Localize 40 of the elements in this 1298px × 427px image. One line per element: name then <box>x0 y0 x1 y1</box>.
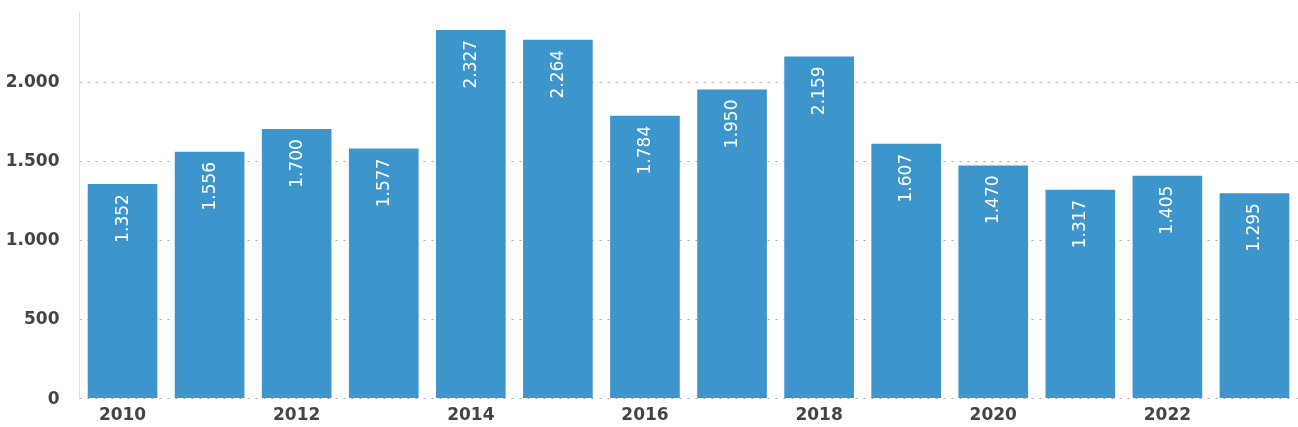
y-tick-label: 500 <box>24 308 60 329</box>
bar <box>871 143 942 398</box>
data-label: 1.295 <box>1243 203 1264 252</box>
data-label: 1.317 <box>1069 199 1090 249</box>
bar <box>1045 189 1116 398</box>
bar <box>174 151 245 398</box>
data-label: 1.577 <box>372 158 393 208</box>
bar <box>784 56 854 398</box>
x-tick-label: 2012 <box>273 403 321 424</box>
x-tick-label: 2020 <box>969 403 1018 424</box>
bar <box>261 129 332 398</box>
bar <box>523 39 593 398</box>
bar <box>697 89 767 398</box>
x-tick-label: 2014 <box>447 403 495 424</box>
bar <box>348 148 419 398</box>
data-label: 1.784 <box>633 125 654 175</box>
x-tick-label: 2018 <box>795 403 843 424</box>
bar <box>435 29 506 398</box>
y-tick-label: 2.000 <box>5 71 60 92</box>
data-label: 1.405 <box>1156 185 1177 235</box>
data-label: 2.327 <box>459 39 480 89</box>
bar <box>87 184 158 398</box>
x-tick-label: 2010 <box>98 403 147 424</box>
data-label: 1.607 <box>895 153 916 203</box>
data-label: 1.700 <box>285 139 306 188</box>
x-tick-label: 2022 <box>1143 403 1192 424</box>
data-label: 2.159 <box>808 66 829 116</box>
x-tick-label: 2016 <box>621 403 669 424</box>
bar <box>610 115 680 398</box>
data-label: 1.470 <box>982 175 1003 225</box>
bar <box>1219 193 1290 398</box>
y-tick-label: 0 <box>47 387 60 408</box>
data-label: 1.556 <box>198 161 219 211</box>
data-label: 1.950 <box>721 99 742 149</box>
y-tick-label: 1.000 <box>5 229 60 250</box>
bar <box>958 165 1029 398</box>
data-label: 1.352 <box>111 194 132 243</box>
data-label: 2.264 <box>546 49 567 99</box>
y-tick-label: 1.500 <box>5 150 60 171</box>
bar <box>1132 175 1203 398</box>
